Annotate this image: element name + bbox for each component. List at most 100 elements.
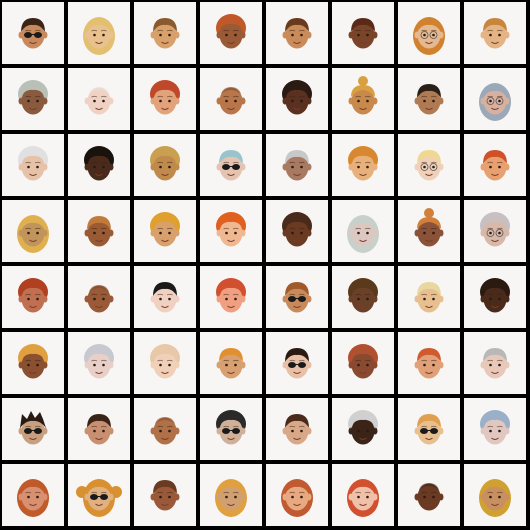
avatar-cell [398, 134, 460, 196]
avatar-face [348, 344, 378, 379]
avatar-cell [134, 68, 196, 130]
avatar-cell [464, 332, 526, 394]
avatar-face [414, 282, 444, 313]
avatar-cell [266, 68, 328, 130]
avatar-face [18, 146, 48, 181]
avatar-face [216, 150, 246, 181]
avatar-face [216, 212, 246, 247]
avatar-face [282, 150, 312, 181]
avatar-cell [200, 2, 262, 64]
avatar-cell [2, 266, 64, 328]
avatar-face [84, 87, 114, 115]
avatar-cell [398, 332, 460, 394]
avatar-cell [464, 266, 526, 328]
avatar-cell [266, 398, 328, 460]
avatar-cell [134, 332, 196, 394]
avatar-cell [2, 134, 64, 196]
avatar-face [150, 417, 180, 445]
avatar-cell [68, 266, 130, 328]
avatar-cell [266, 464, 328, 526]
avatar-cell [134, 200, 196, 262]
avatar-cell [464, 464, 526, 526]
avatar-cell [134, 464, 196, 526]
avatar-cell [68, 68, 130, 130]
avatar-cell [68, 200, 130, 262]
avatar-cell [464, 2, 526, 64]
avatar-cell [2, 68, 64, 130]
avatar-face [480, 212, 510, 247]
avatar-cell [200, 398, 262, 460]
avatar-face [414, 150, 444, 181]
avatar-face [150, 18, 180, 49]
avatar-cell [266, 266, 328, 328]
avatar-face [216, 348, 246, 379]
avatar-cell [266, 332, 328, 394]
avatar-face [150, 146, 180, 181]
avatar-face [282, 80, 312, 115]
avatar-face [150, 282, 180, 313]
avatar-cell [266, 200, 328, 262]
avatar-face [480, 18, 510, 49]
avatar-face [18, 18, 48, 49]
avatar-cell [332, 200, 394, 262]
avatar-face [18, 80, 48, 115]
avatar-cell [134, 134, 196, 196]
avatar-face [84, 344, 114, 379]
avatar-cell [332, 398, 394, 460]
avatar-face [84, 146, 114, 181]
avatar-cell [332, 332, 394, 394]
avatar-face [84, 285, 114, 313]
avatar-cell [332, 266, 394, 328]
avatar-cell [200, 332, 262, 394]
avatar-face [479, 479, 511, 517]
avatar-cell [332, 68, 394, 130]
avatar-face [282, 414, 312, 445]
avatar-cell [68, 398, 130, 460]
avatar-cell [2, 464, 64, 526]
avatar-cell [2, 398, 64, 460]
avatar-cell [398, 464, 460, 526]
avatar-face [414, 84, 444, 115]
avatar-face [216, 14, 246, 49]
avatar-face [348, 76, 378, 115]
avatar-cell [134, 2, 196, 64]
avatar-face [414, 208, 444, 247]
avatar-face [282, 212, 312, 247]
avatar-cell [200, 134, 262, 196]
avatar-cell [2, 200, 64, 262]
avatar-face [17, 215, 49, 253]
avatar-face [84, 216, 114, 247]
avatar-face [150, 480, 180, 511]
avatar-face [216, 87, 246, 115]
avatar-face [76, 479, 122, 517]
avatar-cell [200, 200, 262, 262]
avatar-cell [134, 398, 196, 460]
avatar-face [215, 479, 247, 517]
avatar-face [282, 348, 312, 379]
avatar-face [348, 410, 378, 445]
avatar-face [18, 344, 48, 379]
avatar-face [479, 83, 511, 121]
avatar-face [414, 348, 444, 379]
avatar-cell [68, 332, 130, 394]
avatar-cell [464, 134, 526, 196]
avatar-face [480, 348, 510, 379]
avatar-face [413, 17, 445, 55]
avatar-face [348, 146, 378, 181]
avatar-face [480, 150, 510, 181]
avatar-face [17, 479, 49, 517]
avatar-face [18, 411, 48, 445]
avatar-face [150, 80, 180, 115]
avatar-cell [266, 134, 328, 196]
avatar-face [414, 414, 444, 445]
avatar-cell [2, 332, 64, 394]
avatar-cell [266, 2, 328, 64]
avatar-cell [2, 2, 64, 64]
avatar-cell [68, 134, 130, 196]
avatar-face [282, 282, 312, 313]
avatar-cell [200, 68, 262, 130]
avatar-cell [464, 398, 526, 460]
avatar-face [480, 278, 510, 313]
avatar-face [347, 215, 379, 253]
